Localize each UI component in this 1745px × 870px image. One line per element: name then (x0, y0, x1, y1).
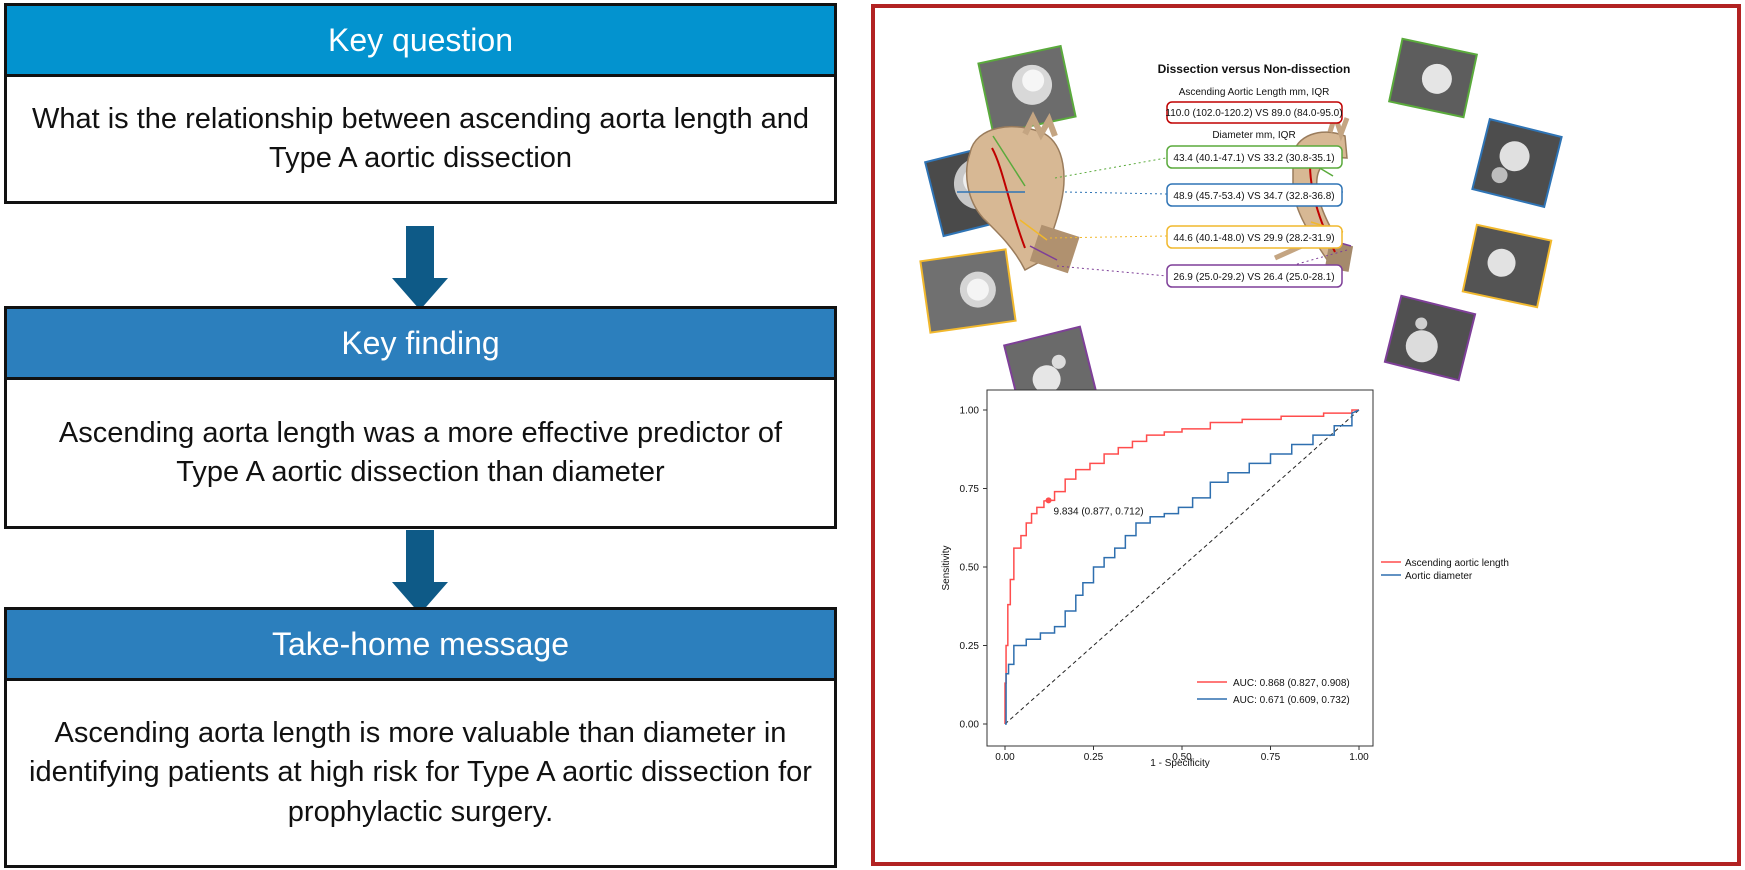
ct-image-left-green (977, 44, 1077, 136)
roc-series-ascending-length (1004, 409, 1359, 724)
roc-x-tick-label: 1.00 (1349, 752, 1369, 763)
roc-y-tick-label: 1.00 (960, 406, 980, 417)
ct-image-left-yellow (919, 248, 1017, 334)
key-finding-title: Key finding (341, 324, 500, 361)
series-legend-diameter: Aortic diameter (1405, 571, 1473, 582)
ct-image-right-green (1387, 37, 1479, 119)
roc-axes: 0.00 0.25 0.50 0.75 1.00 0.00 0.25 0.50 0.75 1.00 (960, 406, 1370, 764)
key-finding-text: Ascending aorta length was a more effect… (58, 416, 783, 488)
ct-image-right-purple (1383, 294, 1477, 382)
roc-cutoff-point (1045, 497, 1052, 504)
measurement-yellow: 44.6 (40.1-48.0) VS 29.9 (28.2-31.9) (1166, 225, 1343, 249)
measurement-green-text: 43.4 (40.1-47.1) VS 33.2 (30.8-35.1) (1173, 153, 1334, 164)
take-home-text: Ascending aorta length is more valuable … (29, 716, 812, 828)
take-home-header: Take-home message (4, 607, 837, 681)
length-value-box (1166, 101, 1343, 124)
roc-x-tick-label: 0.00 (995, 752, 1015, 763)
key-finding-body: Ascending aorta length was a more effect… (4, 377, 837, 529)
roc-x-axis-label: 1 - Specificity (1150, 758, 1209, 769)
figure-canvas: Dissection versus Non-dissection Ascendi… (919, 37, 1563, 769)
take-home-title: Take-home message (271, 625, 570, 662)
roc-x-tick-label: 0.25 (1084, 752, 1104, 763)
roc-y-axis-label: Sensitivity (941, 545, 952, 590)
down-arrow-icon (392, 530, 448, 614)
diameter-label: Diameter mm, IQR (1212, 130, 1295, 141)
roc-x-tick-label: 0.75 (1261, 752, 1281, 763)
take-home-body: Ascending aorta length is more valuable … (4, 678, 837, 868)
key-question-text: What is the relationship between ascendi… (31, 102, 810, 174)
ct-image-right-yellow (1461, 223, 1553, 309)
roc-reference-line (1004, 409, 1360, 725)
measurement-green: 43.4 (40.1-47.1) VS 33.2 (30.8-35.1) (1166, 145, 1343, 169)
key-question-title: Key question (327, 21, 513, 58)
aorta-3d-dissection (957, 111, 1080, 274)
figure-panel: Dissection versus Non-dissection Ascendi… (871, 4, 1741, 866)
roc-chart: 0.00 0.25 0.50 0.75 1.00 0.00 0.25 0.50 0.75 1.00… (941, 389, 1509, 769)
length-label: Ascending Aortic Length mm, IQR (1179, 87, 1330, 98)
roc-y-tick-label: 0.75 (960, 484, 980, 495)
measurement-purple: 26.9 (25.0-29.2) VS 26.4 (25.0-28.1) (1166, 264, 1343, 288)
key-finding-header: Key finding (4, 306, 837, 380)
ct-image-right-blue (1471, 117, 1563, 209)
roc-auc-legend: AUC: 0.868 (0.827, 0.908) AUC: 0.671 (0.… (1197, 678, 1350, 706)
auc-legend-diameter: AUC: 0.671 (0.609, 0.732) (1233, 695, 1350, 706)
measurement-blue: 48.9 (45.7-53.4) VS 34.7 (32.8-36.8) (1166, 183, 1343, 207)
auc-legend-length: AUC: 0.868 (0.827, 0.908) (1233, 678, 1350, 689)
roc-y-tick-label: 0.25 (960, 641, 980, 652)
roc-y-tick-label: 0.00 (960, 720, 980, 731)
figure-title: Dissection versus Non-dissection (1158, 62, 1351, 76)
measurement-blue-text: 48.9 (45.7-53.4) VS 34.7 (32.8-36.8) (1173, 191, 1334, 202)
key-question-body: What is the relationship between ascendi… (4, 74, 837, 204)
down-arrow-icon (392, 226, 448, 310)
connector-lines (1049, 157, 1348, 277)
roc-series-legend: Ascending aortic length Aortic diameter (1381, 558, 1509, 582)
roc-plot-area (986, 389, 1374, 747)
roc-y-tick-label: 0.50 (960, 563, 980, 574)
roc-series-aortic-diameter (1005, 409, 1360, 725)
summary-flow: Key question What is the relationship be… (0, 0, 850, 870)
measurement-purple-text: 26.9 (25.0-29.2) VS 26.4 (25.0-28.1) (1173, 272, 1334, 283)
key-question-header: Key question (4, 3, 837, 77)
roc-x-tick-label: 0.50 (1172, 752, 1192, 763)
length-value: 110.0 (102.0-120.2) VS 89.0 (84.0-95.0) (1165, 108, 1342, 119)
measurement-yellow-text: 44.6 (40.1-48.0) VS 29.9 (28.2-31.9) (1173, 233, 1334, 244)
roc-cutoff-label: 9.834 (0.877, 0.712) (1054, 506, 1144, 517)
series-legend-length: Ascending aortic length (1405, 558, 1509, 569)
